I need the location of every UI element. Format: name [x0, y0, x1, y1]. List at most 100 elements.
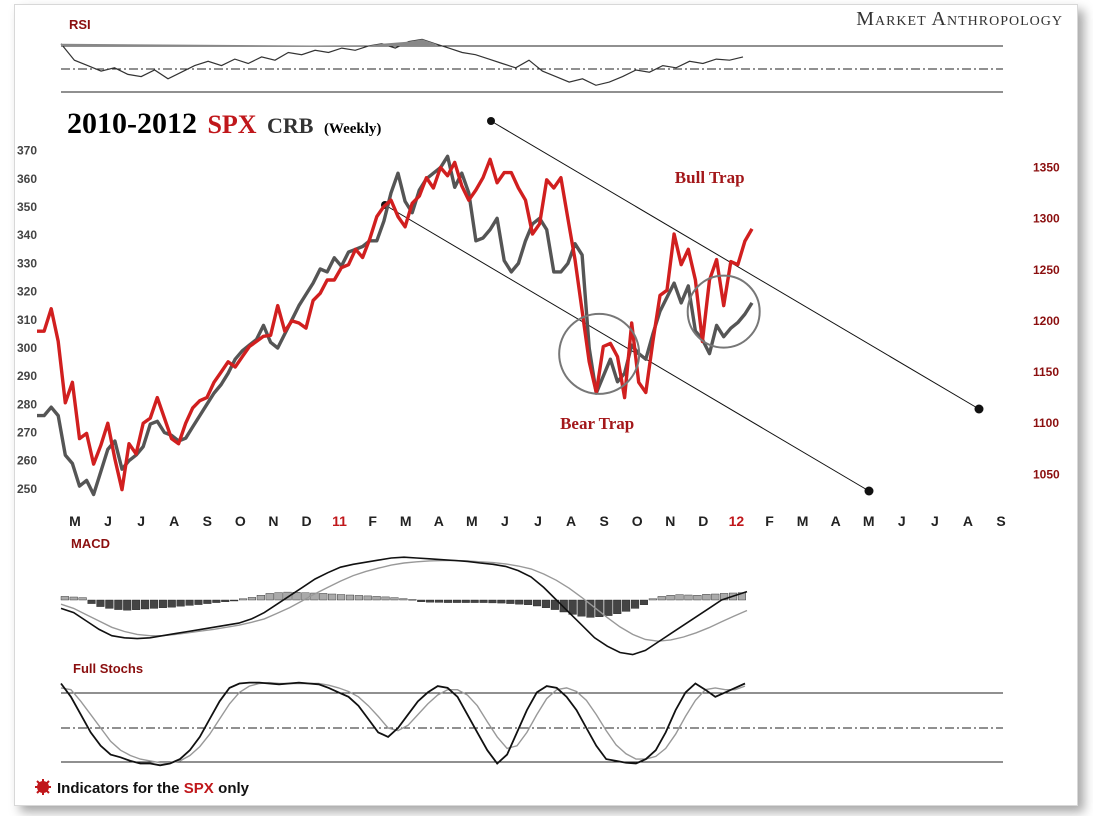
footnote-suffix: only	[218, 780, 249, 797]
x-axis-tick: 12	[729, 513, 745, 529]
x-axis-tick: J	[501, 513, 509, 529]
left-axis-tick: 270	[17, 426, 37, 440]
x-axis-tick: D	[301, 513, 311, 529]
macd-histogram-bar	[61, 596, 69, 600]
right-axis-tick: 1100	[1033, 416, 1059, 430]
x-axis-tick: A	[566, 513, 576, 529]
macd-histogram-bar	[364, 596, 372, 600]
macd-histogram-bar	[409, 599, 417, 600]
macd-histogram-bar	[613, 600, 621, 614]
macd-histogram-bar	[115, 600, 123, 610]
x-axis-tick: O	[235, 513, 246, 529]
macd-histogram-bar	[97, 600, 105, 607]
footnote: Indicators for the SPX only	[35, 779, 250, 797]
macd-histogram-bar	[524, 600, 532, 605]
bear-trap-label: Bear Trap	[560, 414, 634, 433]
left-axis-tick: 260	[17, 454, 37, 468]
x-axis-tick: O	[632, 513, 643, 529]
macd-histogram-bar	[391, 598, 399, 600]
title-spx: SPX	[207, 110, 256, 139]
left-axis-tick: 280	[17, 397, 37, 411]
macd-histogram-bar	[694, 595, 702, 600]
x-axis-tick: J	[931, 513, 939, 529]
x-axis-tick: N	[268, 513, 278, 529]
macd-histogram-bar	[275, 593, 283, 600]
right-axis-tick: 1050	[1033, 467, 1060, 481]
macd-histogram-bar	[70, 597, 78, 600]
macd-histogram-bar	[417, 600, 425, 602]
macd-histogram-bar	[239, 599, 247, 600]
left-axis-tick: 290	[17, 369, 37, 383]
x-axis-tick: M	[466, 513, 478, 529]
macd-histogram-bar	[382, 597, 390, 600]
macd-histogram-bar	[426, 600, 434, 602]
macd-histogram-bar	[631, 600, 639, 608]
x-axis-tick: M	[797, 513, 809, 529]
x-axis-tick: N	[665, 513, 675, 529]
macd-histogram-bar	[507, 600, 515, 604]
svg-text:2010-2012 SPX CRB: 2010-2012 SPX CRB (Weekly)	[67, 107, 381, 140]
macd-histogram-bar	[533, 600, 541, 606]
macd-histogram-bar	[667, 595, 675, 600]
macd-histogram-bar	[400, 599, 408, 600]
x-axis-tick: M	[863, 513, 875, 529]
macd-histogram-bar	[204, 600, 212, 604]
price-chart-title: 2010-2012 SPX CRB (Weekly)	[67, 107, 381, 140]
macd-histogram-bar	[711, 594, 719, 600]
macd-histogram-bar	[489, 600, 497, 603]
footnote-highlight: SPX	[184, 780, 214, 797]
macd-histogram-bar	[542, 600, 550, 608]
x-axis-tick: J	[104, 513, 112, 529]
x-axis-tick: J	[137, 513, 145, 529]
right-axis-tick: 1200	[1033, 314, 1060, 328]
x-axis-tick: M	[400, 513, 412, 529]
macd-histogram-bar	[578, 600, 586, 616]
x-axis-tick: S	[599, 513, 608, 529]
left-axis-tick: 340	[17, 228, 37, 242]
macd-label: MACD	[71, 536, 110, 551]
macd-histogram-bar	[257, 595, 265, 600]
chart-frame: Market Anthropology RSI 2010-2012 SPX CR…	[14, 4, 1078, 806]
macd-histogram-bar	[569, 600, 577, 614]
svg-text:Indicators for the SPX: Indicators for the SPX only	[57, 780, 250, 797]
title-years: 2010-2012	[67, 107, 197, 140]
stoch-k-line	[61, 683, 745, 766]
left-axis-tick: 320	[17, 285, 37, 299]
macd-histogram-bar	[328, 594, 336, 600]
right-axis-tick: 1150	[1033, 365, 1059, 379]
x-axis-tick: F	[368, 513, 377, 529]
left-axis-tick: 350	[17, 200, 37, 214]
macd-histogram-bar	[221, 600, 229, 602]
trend-line-endpoint	[975, 405, 984, 414]
rsi-overbought-fill	[61, 39, 435, 46]
x-axis-tick: A	[169, 513, 179, 529]
macd-histogram-bar	[106, 600, 114, 608]
left-axis-tick: 300	[17, 341, 37, 355]
macd-histogram-bar	[676, 595, 684, 600]
macd-histogram-bar	[159, 600, 167, 608]
x-axis-tick: S	[996, 513, 1005, 529]
macd-histogram-bar	[266, 593, 274, 600]
macd-histogram-bar	[230, 600, 238, 601]
macd-histogram-bar	[168, 600, 176, 607]
macd-histogram-bar	[453, 600, 461, 603]
bull-trap-label: Bull Trap	[675, 168, 745, 187]
x-axis-tick: A	[434, 513, 444, 529]
macd-histogram-bar	[649, 599, 657, 600]
left-axis-tick: 330	[17, 256, 37, 270]
stoch-plot	[61, 683, 745, 766]
right-axis-tick: 1300	[1033, 212, 1060, 226]
macd-histogram-bar	[319, 593, 327, 600]
macd-histogram-bar	[141, 600, 149, 609]
x-axis-tick: 11	[332, 513, 347, 529]
title-crb: CRB	[267, 113, 314, 138]
left-axis-tick: 370	[17, 144, 37, 158]
x-axis-tick: J	[898, 513, 906, 529]
macd-histogram-bar	[213, 600, 221, 603]
macd-histogram-bar	[373, 596, 381, 600]
macd-histogram-bar	[346, 595, 354, 600]
rsi-label: RSI	[69, 17, 91, 32]
macd-histogram-bar	[498, 600, 506, 603]
macd-histogram-bar	[462, 600, 470, 603]
macd-histogram-bar	[88, 600, 96, 604]
